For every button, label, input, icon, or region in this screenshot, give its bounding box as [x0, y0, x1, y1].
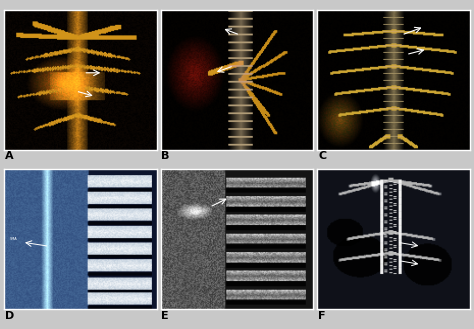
Text: B: B — [162, 151, 170, 161]
Text: F: F — [318, 311, 326, 321]
Text: D: D — [5, 311, 14, 321]
Text: SMA: SMA — [10, 237, 18, 241]
Text: A: A — [5, 151, 13, 161]
Text: E: E — [162, 311, 169, 321]
Text: C: C — [318, 151, 326, 161]
